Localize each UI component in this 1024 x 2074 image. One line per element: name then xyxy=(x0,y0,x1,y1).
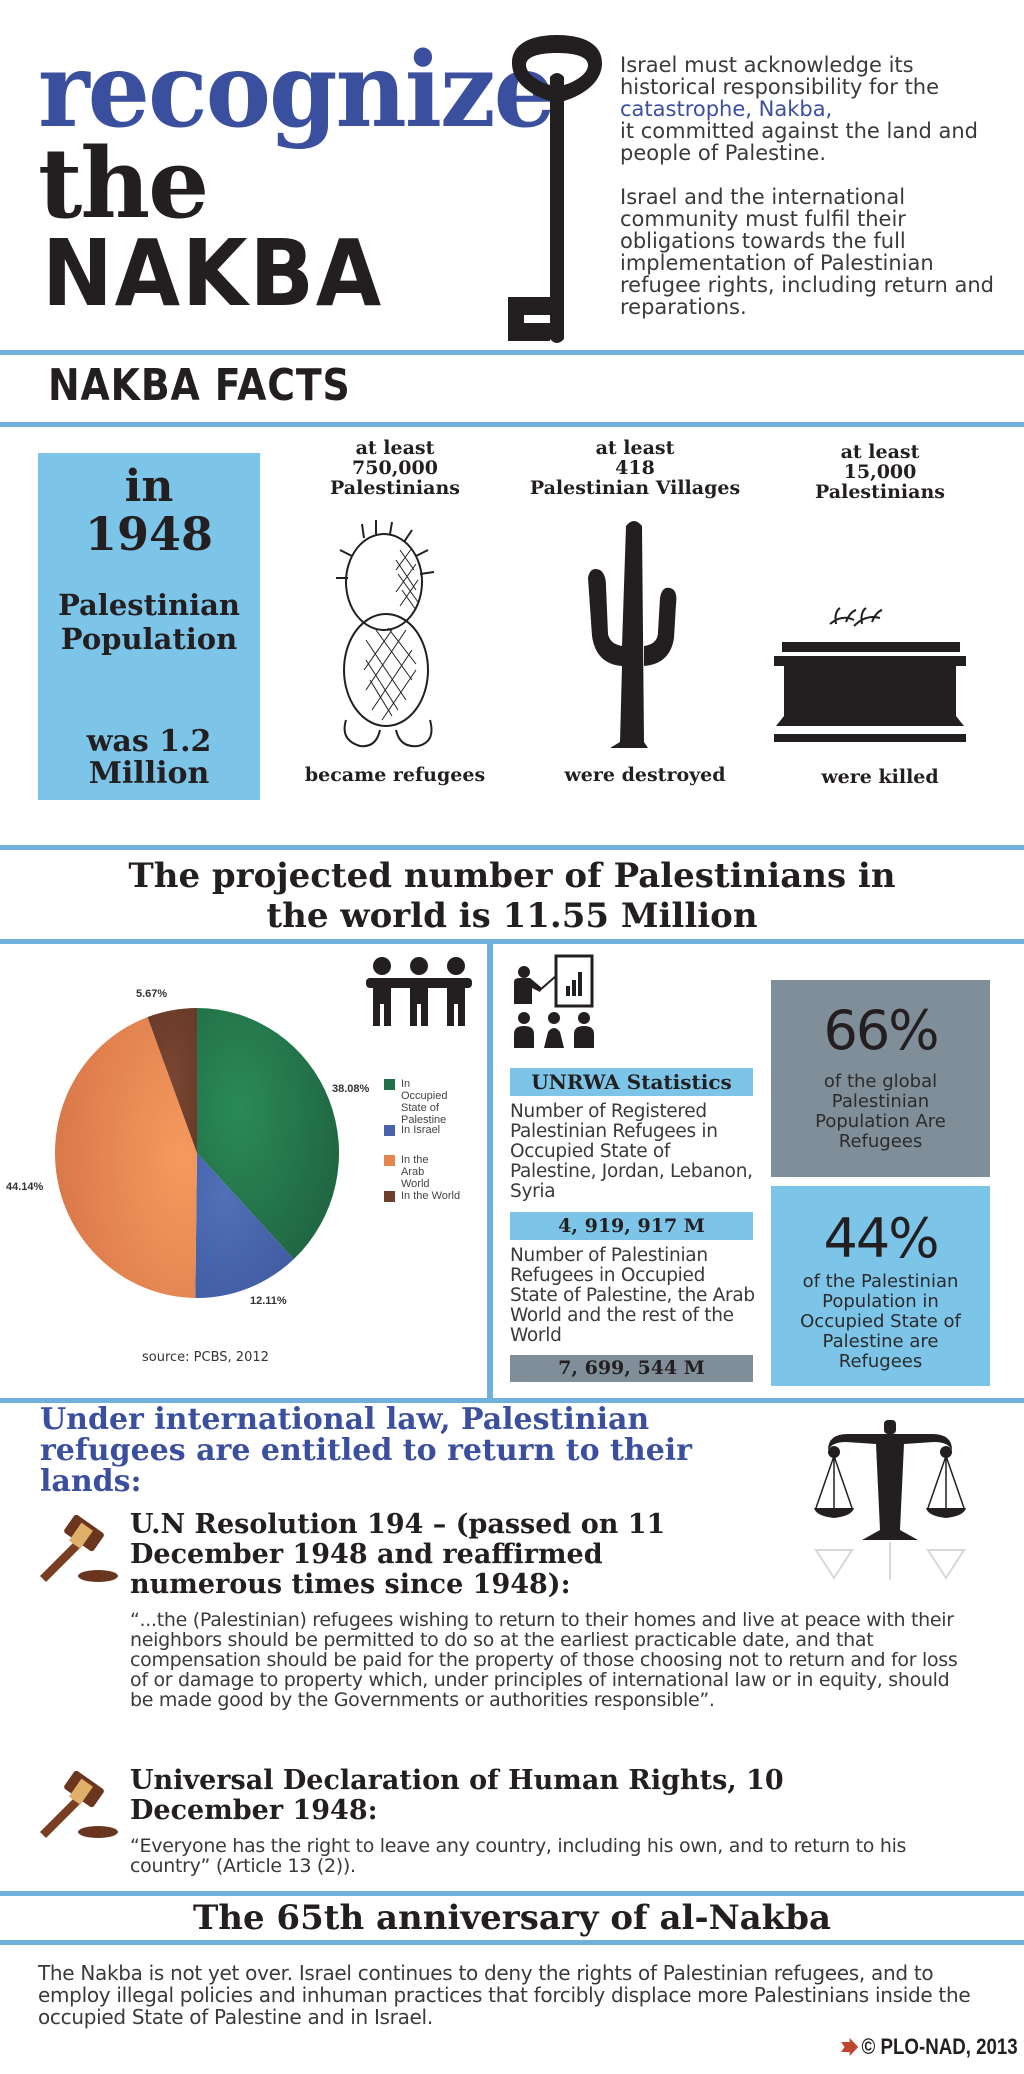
presentation-icon xyxy=(514,954,594,1048)
divider xyxy=(0,1891,1024,1896)
pop-was: was 1.2 xyxy=(86,724,212,759)
pie-label-israel: 12.11% xyxy=(250,1295,287,1307)
unrwa-stat2-value: 7, 699, 544 M xyxy=(510,1355,753,1382)
pie-slice-occupied-palestine xyxy=(197,1008,340,1260)
tomb-icon xyxy=(774,607,966,742)
divider xyxy=(0,350,1024,355)
divider xyxy=(0,422,1024,427)
population-1948-box: in 1948 Palestinian Population was 1.2 M… xyxy=(38,453,260,800)
pop-population: Population xyxy=(60,622,238,656)
fact-villages-bottom: were destroyed xyxy=(564,764,726,786)
legend-label: In the World xyxy=(401,1190,461,1202)
udhr-title: Universal Declaration of Human Rights, 1… xyxy=(130,1765,784,1826)
stat-desc: of the global Palestinian Population Are… xyxy=(815,1071,946,1152)
legend-item-world: In the World xyxy=(384,1190,460,1202)
divider xyxy=(0,939,1024,944)
fact-number: 418 xyxy=(615,457,655,479)
pop-million: Million xyxy=(88,756,210,791)
legend-item-israel: In Israel xyxy=(384,1124,440,1136)
divider xyxy=(0,1398,1024,1403)
fact-subject: Palestinians xyxy=(815,481,945,503)
arrow-icon xyxy=(841,2038,859,2056)
copyright: © PLO-NAD, 2013 xyxy=(841,2034,1018,2060)
fact-killed-top: at least 15,000 Palestinians xyxy=(770,442,990,502)
headline-the: the xyxy=(38,127,209,240)
pop-palestinian: Palestinian xyxy=(57,588,240,622)
pie-label-arab-world: 44.14% xyxy=(6,1181,44,1193)
stat-box-global-refugees: 66% of the global Palestinian Population… xyxy=(771,980,990,1177)
anniversary-title: The 65th anniversary of al-Nakba xyxy=(192,1898,832,1938)
intro-text: Israel must acknowledge its historical r… xyxy=(620,54,1015,340)
legend-item-arab-world: In the Arab World xyxy=(384,1154,454,1190)
population-pie-chart xyxy=(54,1008,340,1299)
fact-refugees-bottom: became refugees xyxy=(304,764,486,786)
legend-swatch xyxy=(384,1191,395,1202)
unrwa-stat2-label: Number of Palestinian Refugees in Occupi… xyxy=(510,1245,755,1346)
headline-recognize: recognize xyxy=(38,30,556,152)
legend-label: In Israel xyxy=(401,1124,441,1136)
handala-icon xyxy=(336,520,435,748)
projection-title-line1: The projected number of Palestinians in xyxy=(128,856,896,896)
fact-refugees-top: at least 750,000 Palestinians xyxy=(290,438,500,498)
people-group-icon xyxy=(366,957,472,1026)
copyright-text: © PLO-NAD, 2013 xyxy=(861,2034,1018,2059)
law-title: Under international law, Palestinian ref… xyxy=(40,1402,692,1499)
scales-of-justice-icon xyxy=(814,1420,966,1580)
stat-pct: 66% xyxy=(823,999,939,1062)
chart-source: source: PCBS, 2012 xyxy=(142,1350,269,1365)
resolution-194-quote: “...the (Palestinian) refugees wishing t… xyxy=(130,1609,958,1711)
pie-label-world: 5.67% xyxy=(136,988,168,1000)
pie-label-occupied: 38.08% xyxy=(332,1083,370,1095)
gavel-icon xyxy=(40,1514,118,1582)
pop-in: in xyxy=(124,461,174,512)
udhr-quote: “Everyone has the right to leave any cou… xyxy=(130,1835,907,1877)
stat-box-palestine-refugees: 44% of the Palestinian Population in Occ… xyxy=(771,1186,990,1386)
fact-label: at least xyxy=(355,437,435,459)
anniversary-text: The Nakba is not yet over. Israel contin… xyxy=(38,1961,971,2029)
projection-title-line2: the world is 11.55 Million xyxy=(266,896,758,936)
key-icon xyxy=(508,35,602,343)
gavel-icon xyxy=(40,1770,118,1838)
legend-label: In the Arab World xyxy=(401,1154,430,1190)
divider xyxy=(0,845,1024,850)
stat-pct: 44% xyxy=(823,1207,939,1270)
pie-slice-arab-world xyxy=(54,1017,197,1298)
resolution-194-title: U.N Resolution 194 – (passed on 11 Decem… xyxy=(130,1509,666,1600)
unrwa-stat1-value: 4, 919, 917 M xyxy=(510,1212,753,1240)
fact-killed-bottom: were killed xyxy=(821,766,939,788)
intro-p1-before: Israel must acknowledge its historical r… xyxy=(620,53,940,99)
unrwa-title: UNRWA Statistics xyxy=(510,1068,753,1096)
legend-item-occupied: In Occupied State of Palestine xyxy=(384,1078,454,1126)
pie-slice-world xyxy=(147,1008,197,1153)
intro-p2: Israel and the international community m… xyxy=(620,185,994,319)
fact-label: at least xyxy=(595,437,675,459)
projection-title: The projected number of Palestinians in … xyxy=(0,856,1024,936)
fact-label: at least xyxy=(840,441,920,463)
fact-villages-top: at least 418 Palestinian Villages xyxy=(515,438,755,498)
nakba-facts-title: NAKBA FACTS xyxy=(48,360,351,411)
intro-p1-highlight: catastrophe, Nakba, xyxy=(620,97,833,121)
headline-nakba: NAKBA xyxy=(42,220,384,327)
legend-swatch xyxy=(384,1155,395,1166)
cactus-icon xyxy=(588,521,677,748)
unrwa-stat1-label: Number of Registered Palestinian Refugee… xyxy=(510,1101,753,1202)
vertical-divider xyxy=(487,941,493,1400)
legend-swatch xyxy=(384,1125,395,1136)
fact-number: 750,000 xyxy=(352,457,438,479)
intro-p1-after: it committed against the land and people… xyxy=(620,119,979,165)
fact-subject: Palestinians xyxy=(330,477,460,499)
fact-number: 15,000 xyxy=(843,461,917,483)
legend-label: In Occupied State of Palestine xyxy=(401,1078,448,1126)
pop-year: 1948 xyxy=(84,507,214,561)
fact-subject: Palestinian Villages xyxy=(529,477,741,499)
stat-desc: of the Palestinian Population in Occupie… xyxy=(800,1271,961,1372)
divider xyxy=(0,1940,1024,1945)
legend-swatch xyxy=(384,1079,395,1090)
pie-slice-israel xyxy=(195,1153,294,1299)
